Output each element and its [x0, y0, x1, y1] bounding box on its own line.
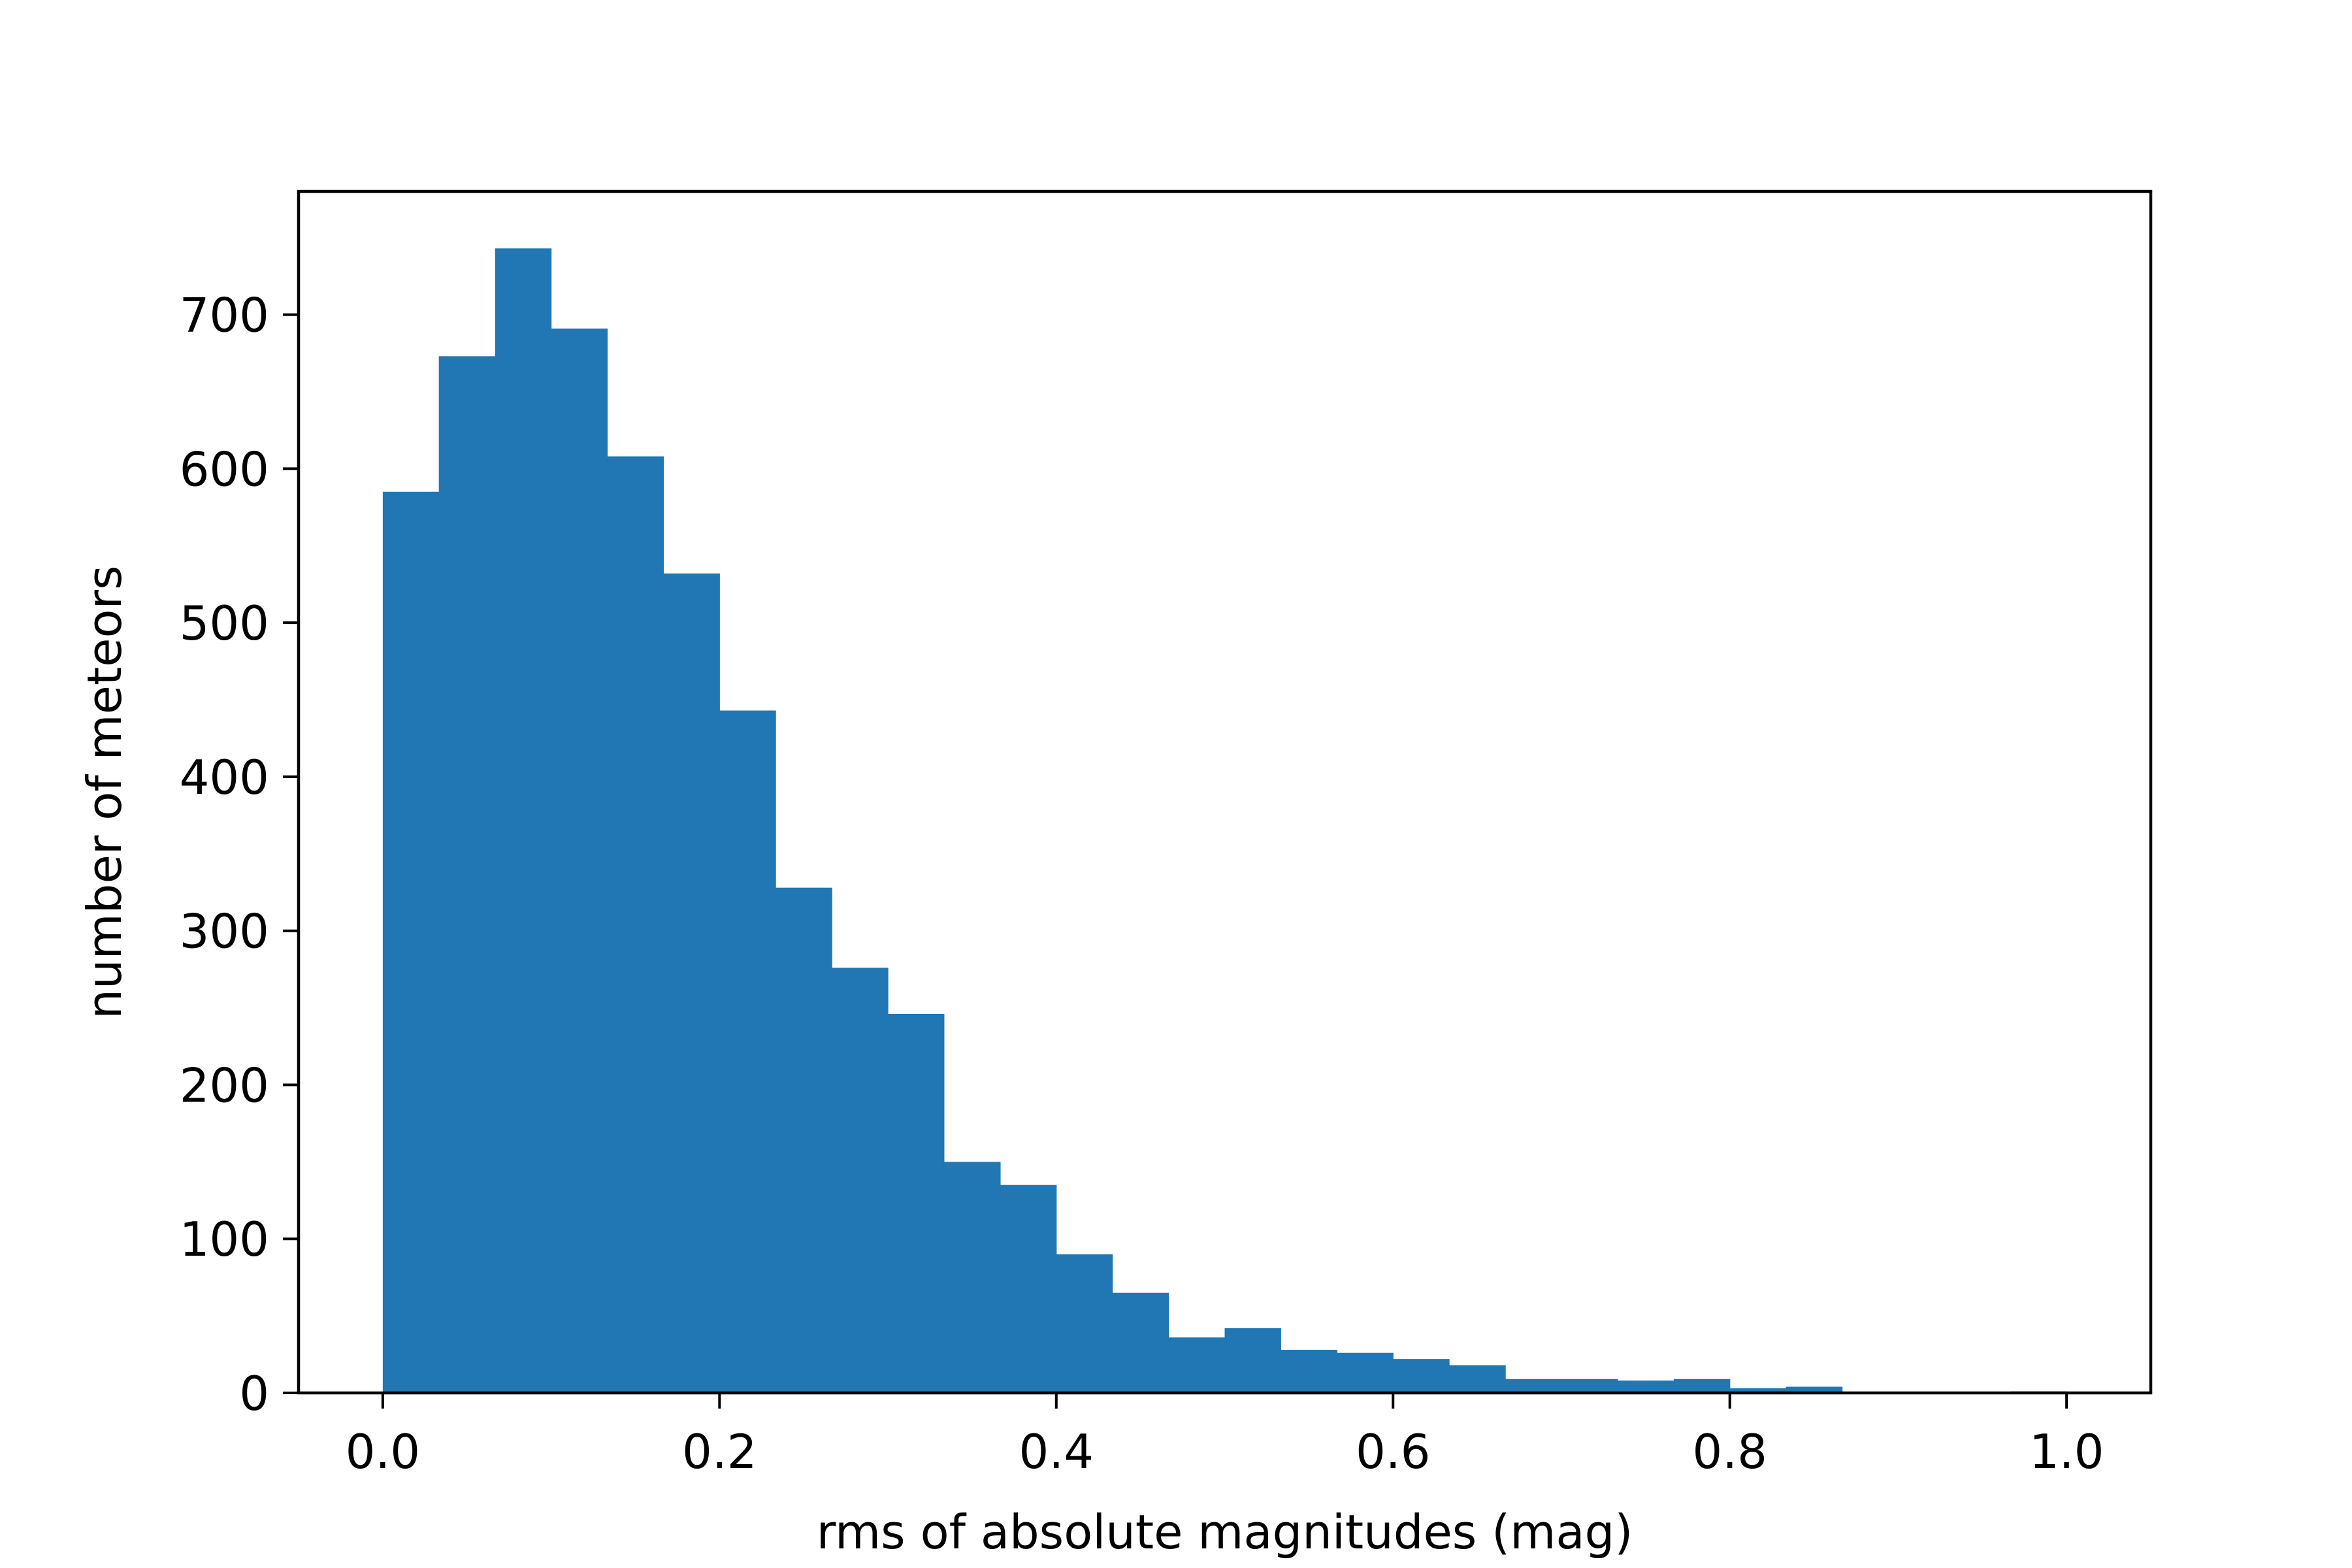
- histogram-bar: [888, 1014, 945, 1393]
- y-tick-label: 100: [180, 1212, 269, 1267]
- histogram-bar: [1112, 1292, 1169, 1393]
- histogram-bar: [943, 1162, 1001, 1393]
- histogram-bar: [1617, 1380, 1674, 1393]
- y-tick-label: 300: [180, 904, 269, 959]
- histogram-bar: [776, 887, 832, 1393]
- histogram-bar: [1729, 1388, 1787, 1393]
- x-tick-label: 0.6: [1356, 1424, 1431, 1479]
- histogram-bar: [1281, 1349, 1337, 1393]
- y-tick-label: 400: [180, 750, 269, 805]
- x-tick-label: 0.8: [1692, 1424, 1767, 1479]
- x-axis-title: rms of absolute magnitudes (mag): [817, 1505, 1633, 1560]
- y-tick-label: 0: [239, 1366, 269, 1421]
- histogram-bar: [1673, 1379, 1731, 1393]
- histogram-bar: [1056, 1254, 1113, 1393]
- histogram-bar: [1337, 1352, 1394, 1393]
- histogram-bar: [719, 710, 776, 1393]
- histogram-bar: [382, 491, 440, 1393]
- histogram-bar: [495, 248, 552, 1394]
- x-tick-label: 1.0: [2029, 1424, 2104, 1479]
- plot-frame: [297, 189, 2153, 1395]
- x-tick-label: 0.0: [346, 1424, 421, 1479]
- histogram-bar: [1505, 1379, 1562, 1393]
- y-tick-label: 600: [180, 442, 269, 497]
- y-tick-label: 500: [180, 596, 269, 651]
- histogram-bar: [832, 968, 889, 1393]
- y-tick-label: 700: [180, 288, 269, 343]
- x-axis-ticks: 0.0 0.2 0.4 0.6 0.8 1.0: [346, 1393, 2104, 1479]
- histogram-bar: [1393, 1359, 1450, 1393]
- histogram-bar: [1168, 1337, 1226, 1393]
- histogram-bar: [1561, 1379, 1618, 1393]
- histogram-bar: [1449, 1365, 1506, 1393]
- histogram-bar: [438, 356, 496, 1393]
- x-tick-label: 0.4: [1019, 1424, 1094, 1479]
- bars-group: [382, 248, 2067, 1394]
- histogram-bar: [551, 328, 608, 1394]
- histogram-bar: [1000, 1184, 1057, 1393]
- x-tick-label: 0.2: [682, 1424, 757, 1479]
- y-axis-ticks: 0 100 200 300 400 500 600 700: [180, 288, 299, 1421]
- histogram-bar: [607, 456, 664, 1393]
- histogram-bar: [1786, 1386, 1843, 1393]
- y-tick-label: 200: [180, 1058, 269, 1113]
- y-axis-title: number of meteors: [77, 565, 132, 1019]
- histogram-bar: [663, 573, 720, 1394]
- histogram-bar: [1224, 1328, 1281, 1393]
